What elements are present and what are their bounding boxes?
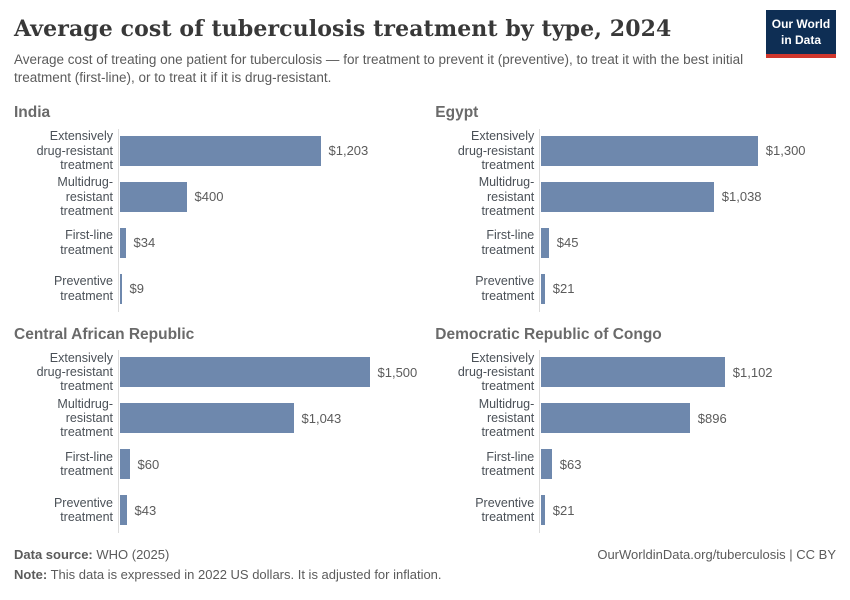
panel-egypt: Egypt Extensively drug-resistant treatment $…: [435, 103, 836, 312]
category-label: Multidrug-resistant treatment: [57, 175, 113, 218]
bar-row: Extensively drug-resistant treatment $1,300: [435, 129, 836, 172]
category-label: Preventive treatment: [53, 274, 113, 303]
small-multiples-grid: India Extensively drug-resistant treatment $…: [14, 103, 836, 534]
owid-logo-line1: Our World: [771, 17, 831, 31]
bar[interactable]: [540, 227, 549, 258]
category-label: Extensively drug-resistant treatment: [36, 350, 113, 394]
category-label: Extensively drug-resistant treatment: [457, 350, 535, 394]
value-label: $63: [559, 456, 582, 472]
bar[interactable]: [540, 357, 725, 388]
bar-row: Preventive treatment $21: [435, 273, 836, 304]
bar[interactable]: [119, 449, 130, 480]
category-label: Preventive treatment: [53, 495, 113, 525]
bar[interactable]: [119, 227, 126, 258]
bar-row: Multidrug-resistant treatment $1,038: [435, 175, 836, 218]
note-line: Note: This data is expressed in 2022 US …: [14, 565, 442, 585]
value-label: $9: [129, 281, 144, 297]
bar-row: First-line treatment $34: [14, 227, 417, 258]
value-label: $1,043: [301, 410, 342, 426]
data-source-text: WHO (2025): [92, 547, 170, 563]
bar-row: Preventive treatment $43: [14, 495, 417, 526]
data-source-label: Data source:: [14, 547, 93, 563]
panel-title-central-african-republic: Central African Republic: [14, 325, 195, 343]
page-title: Average cost of tuberculosis treatment b…: [14, 16, 672, 42]
category-label: Preventive treatment: [475, 274, 535, 303]
bar-row: Extensively drug-resistant treatment $1,203: [14, 129, 417, 172]
chart-header: Average cost of tuberculosis treatment b…: [14, 10, 836, 87]
category-label: First-line treatment: [60, 228, 113, 257]
value-label: $1,203: [328, 143, 369, 159]
data-source-line: Data source: WHO (2025): [14, 545, 442, 565]
bar[interactable]: [540, 449, 552, 480]
y-axis-line: [539, 128, 541, 312]
bar-row: Extensively drug-resistant treatment $1,500: [14, 351, 418, 394]
bar-row: Multidrug-resistant treatment $1,043: [14, 397, 417, 440]
y-axis-line: [118, 128, 119, 312]
panel-chart-democratic-republic-of-congo: Extensively drug-resistant treatment $1,102…: [435, 350, 836, 534]
bar-row: First-line treatment $45: [435, 227, 836, 258]
footer-source-note: Data source: WHO (2025) Note: This data …: [14, 545, 442, 585]
bar[interactable]: [540, 181, 714, 212]
panel-india: India Extensively drug-resistant treatment $…: [14, 103, 417, 312]
owid-logo[interactable]: Our World in Data: [766, 10, 836, 59]
value-label: $400: [194, 189, 224, 205]
category-label: Multidrug-resistant treatment: [478, 396, 535, 440]
value-label: $34: [133, 235, 156, 251]
category-label: First-line treatment: [481, 228, 535, 257]
panel-title-democratic-republic-of-congo: Democratic Republic of Congo: [435, 325, 662, 343]
bar[interactable]: [540, 273, 545, 304]
panel-chart-egypt: Extensively drug-resistant treatment $1,300…: [435, 128, 836, 312]
value-label: $43: [134, 502, 157, 518]
category-label: Extensively drug-resistant treatment: [457, 129, 535, 172]
value-label: $21: [552, 281, 575, 297]
panel-chart-india: Extensively drug-resistant treatment $1,203…: [14, 128, 417, 312]
category-label: Multidrug-resistant treatment: [57, 396, 113, 440]
category-label: Extensively drug-resistant treatment: [36, 129, 113, 172]
category-label: Preventive treatment: [475, 495, 535, 525]
y-axis-line: [539, 350, 541, 534]
y-axis-line: [118, 350, 119, 534]
category-label: First-line treatment: [60, 449, 113, 479]
chart-subtitle: Average cost of treating one patient for…: [14, 52, 744, 86]
bar-row: Multidrug-resistant treatment $896: [435, 397, 836, 440]
value-label: $1,500: [377, 364, 418, 380]
bar-row: Preventive treatment $9: [14, 273, 417, 304]
note-text: This data is expressed in 2022 US dollar…: [47, 567, 442, 583]
chart-footer: Data source: WHO (2025) Note: This data …: [14, 545, 836, 585]
value-label: $1,102: [732, 364, 773, 380]
bar[interactable]: [119, 495, 127, 526]
bar[interactable]: [119, 357, 370, 388]
bar[interactable]: [119, 403, 294, 434]
value-label: $60: [137, 456, 160, 472]
bar-row: Extensively drug-resistant treatment $1,102: [435, 351, 836, 394]
bar-row: First-line treatment $60: [14, 449, 417, 480]
bar[interactable]: [119, 273, 122, 304]
panel-title-egypt: Egypt: [435, 104, 479, 122]
value-label: $21: [552, 502, 575, 518]
category-label: Multidrug-resistant treatment: [478, 175, 535, 218]
panel-title-india: India: [14, 104, 51, 122]
bar[interactable]: [540, 135, 758, 166]
note-label: Note:: [14, 567, 48, 583]
bar-row: Preventive treatment $21: [435, 495, 836, 526]
owid-attribution-link[interactable]: OurWorldinData.org/tuberculosis | CC BY: [597, 547, 836, 563]
value-label: $896: [697, 410, 727, 426]
value-label: $1,300: [765, 143, 806, 159]
category-label: First-line treatment: [481, 449, 535, 479]
value-label: $45: [556, 235, 579, 251]
value-label: $1,038: [721, 189, 762, 205]
bar[interactable]: [119, 181, 187, 212]
bar[interactable]: [540, 403, 690, 434]
bar-row: First-line treatment $63: [435, 449, 836, 480]
owid-logo-line2: in Data: [780, 32, 821, 47]
bar[interactable]: [540, 495, 545, 526]
panel-central-african-republic: Central African Republic Extensively drug-…: [14, 325, 418, 534]
panel-chart-central-african-republic: Extensively drug-resistant treatment $1,500…: [14, 350, 418, 534]
bar-row: Multidrug-resistant treatment $400: [14, 175, 417, 218]
bar[interactable]: [119, 135, 321, 166]
panel-democratic-republic-of-congo: Democratic Republic of Congo Extensively d…: [435, 325, 836, 534]
